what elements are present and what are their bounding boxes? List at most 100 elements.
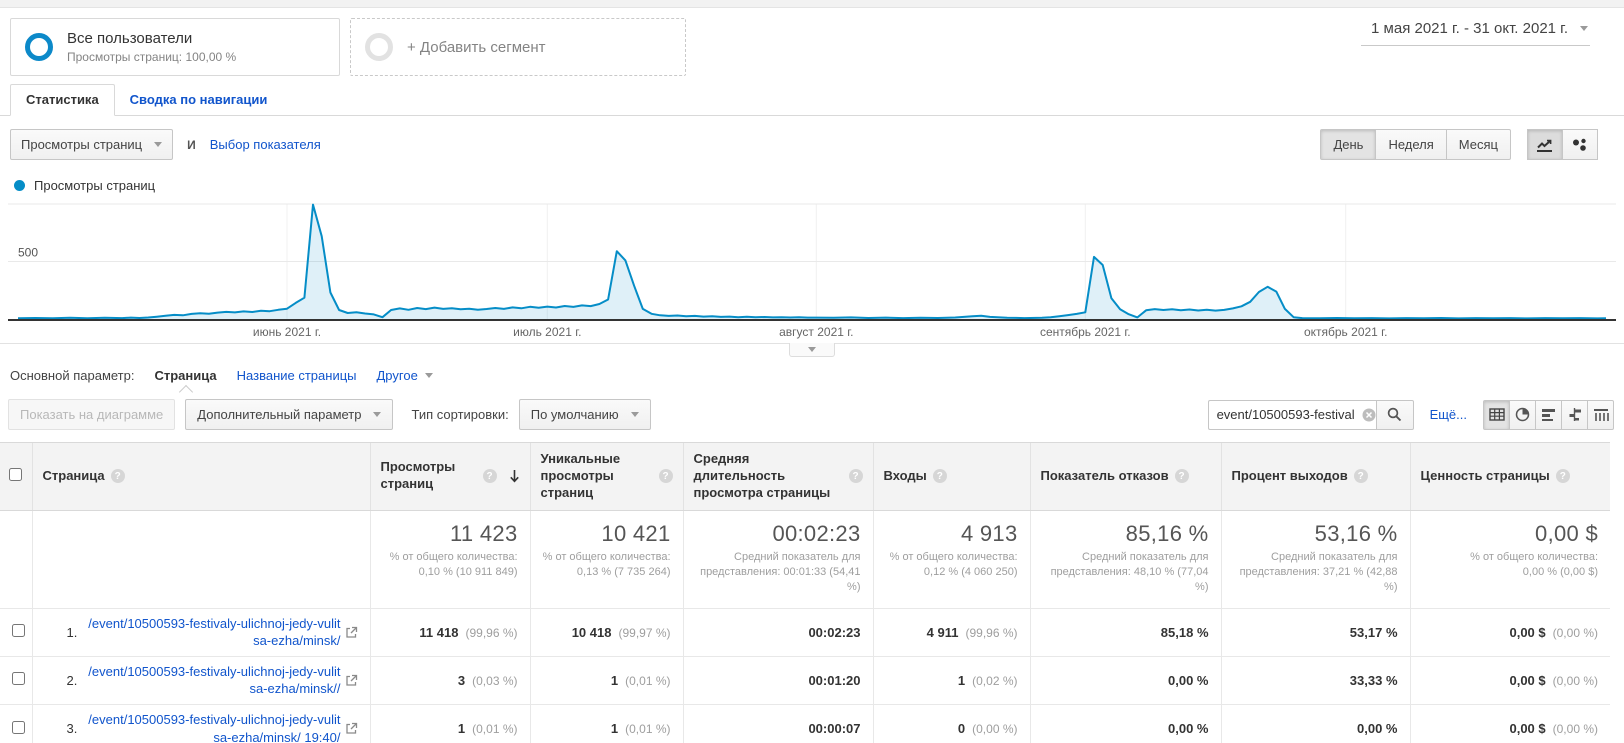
bounce-rate-cell: 0,00 % [1029,704,1221,743]
row-checkbox[interactable] [12,624,25,638]
add-segment-button[interactable]: + Добавить сегмент [350,18,686,76]
help-icon[interactable]: ? [482,469,497,484]
percentage-view-button[interactable] [1509,399,1536,430]
primary-dimension-row: Основной параметр: Страница Название стр… [0,344,1624,393]
row-select-cell [0,656,32,706]
date-range-value: 1 мая 2021 г. - 31 окт. 2021 г. [1371,20,1568,37]
help-icon[interactable]: ? [1555,469,1570,484]
unique-pageviews-cell: 10 418 (99,97 %) [529,608,683,657]
search-input[interactable] [1207,399,1376,430]
dimension-page[interactable]: Страница [154,368,217,383]
svg-text:июнь 2021 г.: июнь 2021 г. [253,325,321,339]
chart-canvas[interactable]: 500 1 000 июнь 2021 г. июль 2021 г. август 2… [8,199,1616,343]
table-summary-row: 11 423 % от общего количества: 0,10 % (10… [0,510,1610,609]
svg-text:500: 500 [18,246,38,260]
table-grid-icon [1488,408,1505,421]
data-view-button[interactable] [1483,399,1510,430]
select-metric-link[interactable]: Выбор показателя [209,137,321,152]
chevron-down-icon [630,412,639,417]
pie-chart-icon [1515,407,1530,422]
search-button[interactable] [1375,399,1414,430]
granularity-group: День Неделя Месяц [1320,129,1511,160]
unique-pageviews-cell: 1 (0,01 %) [529,704,683,743]
page-link[interactable]: /event/10500593-festivaly-ulichnoj-jedy-… [88,615,341,649]
page-cell: 3. /event/10500593-festivaly-ulichnoj-jed… [31,704,370,743]
svg-text:июль 2021 г.: июль 2021 г. [513,325,581,339]
help-icon[interactable]: ? [1174,469,1189,484]
column-page-value: Ценность страницы? [1409,442,1610,511]
motion-chart-button[interactable] [1562,129,1598,160]
date-range-selector[interactable]: 1 мая 2021 г. - 31 окт. 2021 г. [1361,16,1590,46]
row-select-cell [0,608,32,657]
page-link[interactable]: /event/10500593-festivaly-ulichnoj-jedy-… [88,712,341,743]
tab-explorer[interactable]: Статистика [10,84,115,116]
entrances-cell: 4 911 (99,96 %) [872,608,1030,657]
summary-pageviews: 11 423 % от общего количества: 0,10 % (10… [369,510,530,609]
page-value-cell: 0,00 $ (0,00 %) [1409,704,1610,743]
report-tabs: Статистика Сводка по навигации [0,84,1624,116]
svg-text:сентябрь 2021 г.: сентябрь 2021 г. [1040,325,1131,339]
page-value-cell: 0,00 $ (0,00 %) [1409,656,1610,706]
performance-view-button[interactable] [1535,399,1562,430]
dimension-page-title-link[interactable]: Название страницы [236,368,357,383]
primary-dimension-label: Основной параметр: [10,368,135,383]
pivot-view-button[interactable] [1587,399,1614,430]
help-icon[interactable]: ? [110,469,125,484]
sort-desc-icon[interactable] [509,469,520,483]
external-link-icon[interactable] [345,674,358,687]
segment-title: Все пользователи [67,30,193,47]
help-icon[interactable]: ? [932,469,947,484]
granularity-month-button[interactable]: Месяц [1445,129,1511,160]
scatter-bubbles-icon [1573,138,1586,151]
advanced-filter-link[interactable]: Ещё... [1429,407,1467,422]
column-page: Страница? [31,442,370,511]
page-cell: 2. /event/10500593-festivaly-ulichnoj-jed… [31,656,370,706]
row-index: 1. [66,624,78,640]
chevron-down-icon [373,412,382,417]
pivot-columns-icon [1593,409,1609,421]
metric-select[interactable]: Просмотры страниц [10,129,174,160]
metric-controls: Просмотры страниц И Выбор показателя Ден… [0,116,1624,166]
page-link[interactable]: /event/10500593-festivaly-ulichnoj-jedy-… [88,663,341,697]
row-checkbox[interactable] [12,672,25,686]
comparison-view-button[interactable] [1561,399,1588,430]
row-checkbox[interactable] [12,720,25,734]
help-icon[interactable]: ? [848,469,863,484]
row-index: 2. [66,672,78,688]
help-icon[interactable]: ? [1353,469,1368,484]
segment-all-users[interactable]: Все пользователи Просмотры страниц: 100,… [10,18,340,76]
plot-rows-button[interactable]: Показать на диаграмме [8,399,176,430]
add-segment-label: + Добавить сегмент [407,38,546,56]
pages-table: Страница? Просмотры страниц? Уникальные … [0,442,1610,743]
granularity-week-button[interactable]: Неделя [1375,129,1447,160]
tab-navigation-summary[interactable]: Сводка по навигации [129,92,268,107]
segment-bar: Все пользователи Просмотры страниц: 100,… [0,8,1624,84]
help-icon[interactable]: ? [658,469,673,484]
chart-legend: Просмотры страниц [0,166,1624,197]
page-value-cell: 0,00 $ (0,00 %) [1409,608,1610,657]
granularity-day-button[interactable]: День [1320,129,1377,160]
series-label: Просмотры страниц [34,178,156,193]
external-link-icon[interactable] [345,626,358,639]
svg-text:август 2021 г.: август 2021 г. [779,325,853,339]
line-chart-button[interactable] [1527,129,1563,160]
clear-search-icon[interactable] [1362,408,1376,422]
column-exit-rate: Процент выходов? [1220,442,1410,511]
chevron-down-icon [1580,26,1588,31]
secondary-dimension-button[interactable]: Дополнительный параметр [185,399,394,430]
select-all-checkbox[interactable] [9,468,23,482]
avg-time-cell: 00:00:07 [682,704,873,743]
row-select-cell [0,704,32,743]
dimension-other-dropdown[interactable]: Другое [377,368,433,383]
chart-collapse-handle[interactable] [789,343,835,357]
svg-text:октябрь 2021 г.: октябрь 2021 г. [1304,325,1387,339]
sort-type-select[interactable]: По умолчанию [518,399,651,430]
table-header-row: Страница? Просмотры страниц? Уникальные … [0,442,1610,511]
table-row: 3. /event/10500593-festivaly-ulichnoj-jed… [0,704,1610,743]
unique-pageviews-cell: 1 (0,01 %) [529,656,683,706]
external-link-icon[interactable] [345,722,358,735]
timeseries-chart: 500 1 000 июнь 2021 г. июль 2021 г. август 2… [0,199,1624,357]
exit-rate-cell: 0,00 % [1220,704,1410,743]
avg-time-cell: 00:01:20 [682,656,873,706]
table-row: 2. /event/10500593-festivaly-ulichnoj-jed… [0,656,1610,706]
